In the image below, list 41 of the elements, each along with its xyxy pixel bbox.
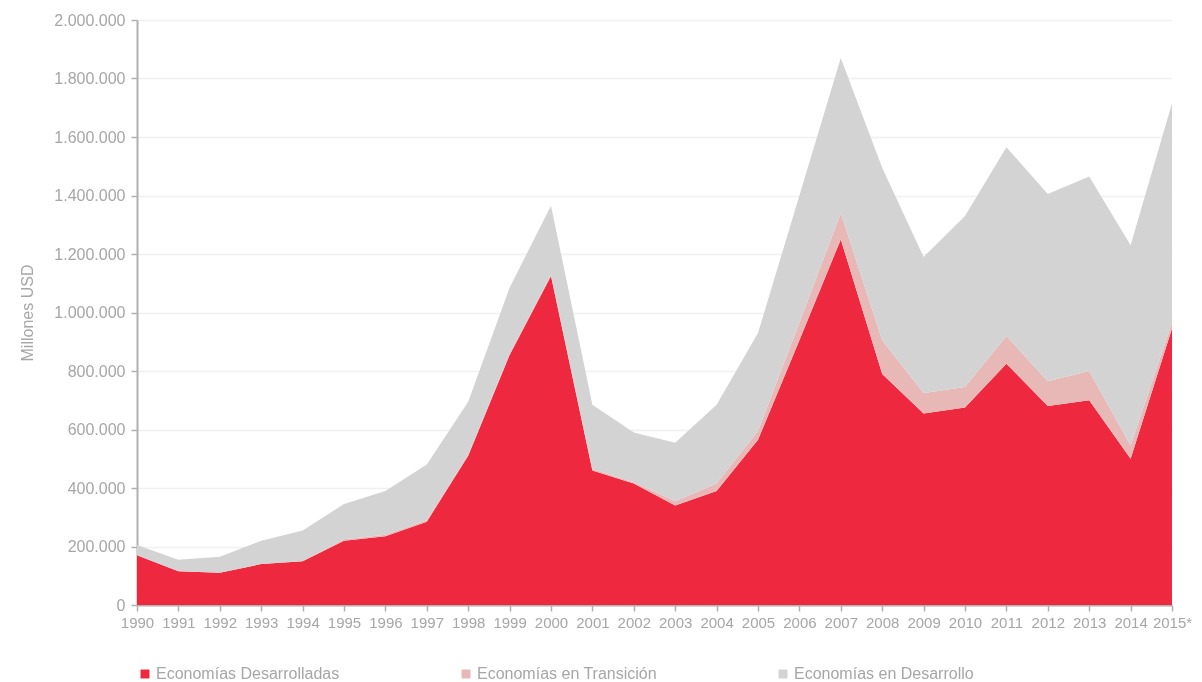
x-tick-label: 2005 [741,613,776,631]
x-tick-label: 2015* [1152,613,1193,631]
legend-label: Economías en Desarrollo [794,665,974,682]
x-tick-label: 2012 [1031,613,1065,631]
x-tick-label: 1998 [452,613,486,631]
y-tick-label: 600.000 [67,421,126,438]
y-tick-label: 400.000 [67,479,126,497]
x-tick-label: 1994 [286,613,320,631]
x-tick-label: 2008 [866,613,900,631]
x-tick-label: 2013 [1073,613,1107,631]
x-tick-label: 2007 [824,613,858,631]
x-tick-label: 2002 [617,613,651,631]
x-tick-label: 2014 [1114,613,1148,631]
x-tick-label: 2010 [948,613,983,631]
x-tick-label: 2003 [659,613,693,631]
y-tick-label: 1.200.000 [54,245,126,263]
y-tick-label: 1.600.000 [54,128,126,146]
x-tick-label: 2011 [990,613,1024,631]
x-tick-label: 1992 [203,613,237,631]
legend-label: Economías Desarrolladas [156,665,340,682]
x-tick-label: 2009 [907,613,941,631]
y-tick-label: 1.800.000 [54,70,126,87]
x-tick-label: 2006 [783,613,817,631]
y-tick-label: 800.000 [67,362,126,380]
y-tick-label: 200.000 [67,538,126,555]
y-tick-label: 2.000.000 [54,11,126,29]
x-tick-label: 1999 [493,613,527,631]
legend-label: Economías en Transición [477,665,657,682]
x-tick-label: 2001 [576,613,610,631]
y-tick-label: 0 [116,596,126,614]
x-tick-label: 1991 [162,613,196,631]
x-tick-label: 2004 [700,613,734,631]
x-tick-label: 1993 [245,613,279,631]
y-axis-title: Millones USD [19,264,37,362]
y-tick-label: 1.400.000 [54,187,126,204]
x-tick-label: 1997 [410,613,444,631]
x-tick-label: 1996 [369,613,403,631]
x-tick-label: 2000 [534,613,569,631]
x-tick-label: 1995 [327,613,362,631]
y-tick-label: 1.000.000 [54,304,126,321]
x-tick-label: 1990 [120,613,155,631]
